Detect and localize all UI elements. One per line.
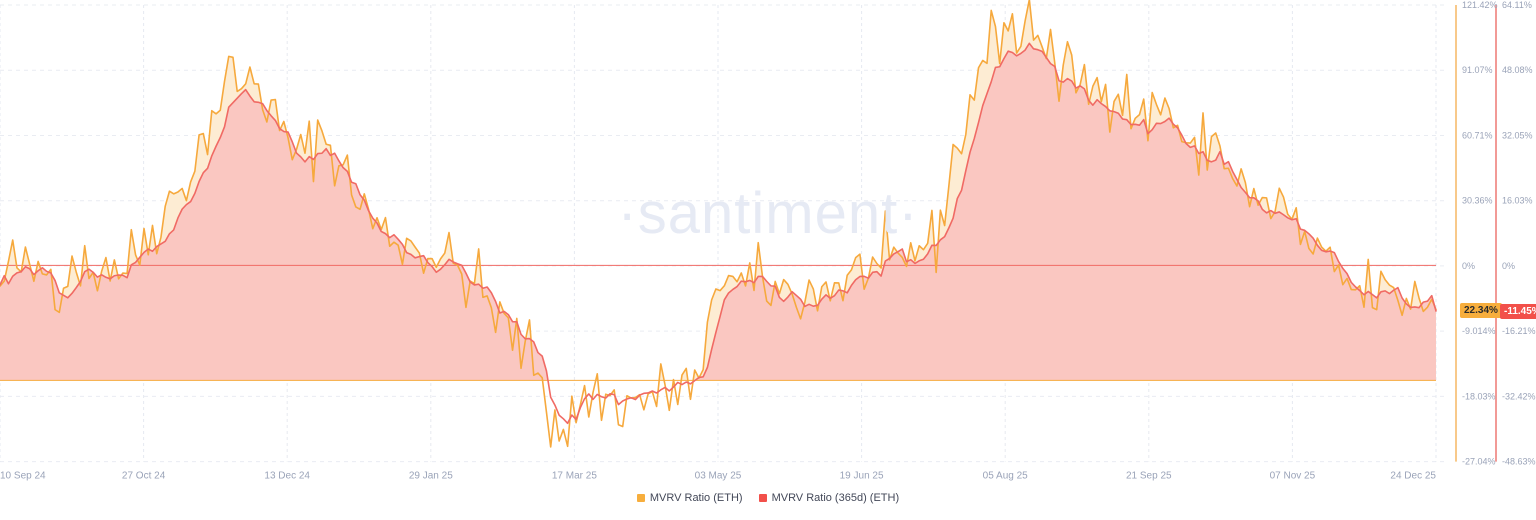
svg-text:-16.21%: -16.21% xyxy=(1502,326,1536,336)
svg-text:03 May 25: 03 May 25 xyxy=(695,471,742,482)
svg-text:-9.014%: -9.014% xyxy=(1462,326,1496,336)
svg-text:30.36%: 30.36% xyxy=(1462,196,1493,206)
svg-text:29 Jan 25: 29 Jan 25 xyxy=(409,471,453,482)
svg-text:60.71%: 60.71% xyxy=(1462,131,1493,141)
svg-text:19 Jun 25: 19 Jun 25 xyxy=(840,471,884,482)
svg-text:48.08%: 48.08% xyxy=(1502,65,1533,75)
svg-text:-32.42%: -32.42% xyxy=(1502,391,1536,401)
svg-text:07 Nov 25: 07 Nov 25 xyxy=(1270,471,1316,482)
svg-text:0%: 0% xyxy=(1462,261,1475,271)
svg-text:21 Sep 25: 21 Sep 25 xyxy=(1126,471,1172,482)
svg-text:0%: 0% xyxy=(1502,261,1515,271)
svg-text:17 Mar 25: 17 Mar 25 xyxy=(552,471,597,482)
svg-text:-27.04%: -27.04% xyxy=(1462,457,1496,467)
svg-text:-18.03%: -18.03% xyxy=(1462,391,1496,401)
svg-text:10 Sep 24: 10 Sep 24 xyxy=(0,471,46,482)
svg-text:16.03%: 16.03% xyxy=(1502,196,1533,206)
svg-text:05 Aug 25: 05 Aug 25 xyxy=(983,471,1028,482)
svg-text:91.07%: 91.07% xyxy=(1462,65,1493,75)
svg-text:-48.63%: -48.63% xyxy=(1502,457,1536,467)
svg-text:121.42%: 121.42% xyxy=(1462,0,1498,10)
svg-text:27 Oct 24: 27 Oct 24 xyxy=(122,471,166,482)
svg-text:24 Dec 25: 24 Dec 25 xyxy=(1390,471,1436,482)
svg-text:13 Dec 24: 13 Dec 24 xyxy=(264,471,310,482)
svg-text:32.05%: 32.05% xyxy=(1502,131,1533,141)
svg-text:64.11%: 64.11% xyxy=(1502,0,1532,10)
